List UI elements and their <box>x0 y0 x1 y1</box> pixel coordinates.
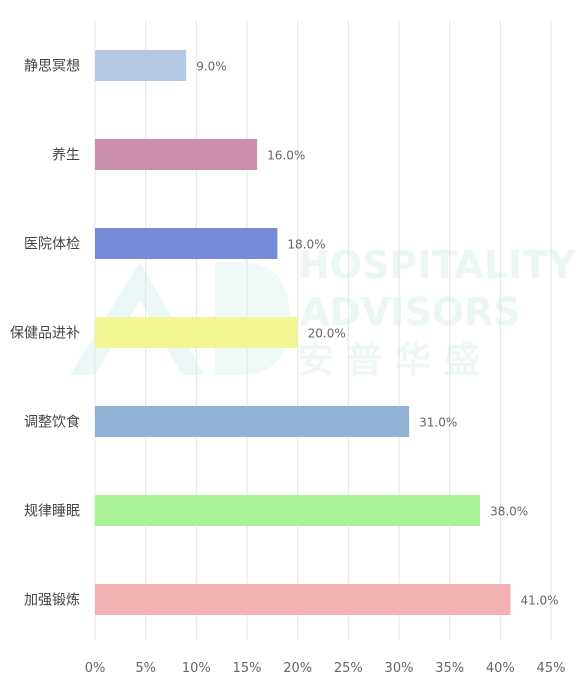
data-label: 9.0% <box>196 60 227 74</box>
x-axis-ticks: 0% 5% 10% 15% 20% 25% 30% 35% 40% 45% <box>85 661 566 676</box>
bar <box>95 228 278 259</box>
bar <box>95 584 511 615</box>
watermark-line1: HOSPITALITY <box>298 243 576 287</box>
category-label: 静思冥想 <box>24 59 80 75</box>
bar <box>95 317 298 348</box>
category-label: 养生 <box>52 148 80 164</box>
bar <box>95 50 187 81</box>
x-tick-label: 35% <box>435 661 464 676</box>
data-label: 38.0% <box>490 505 528 519</box>
x-tick-label: 15% <box>233 661 262 676</box>
watermark-line2: ADVISORS <box>300 290 521 334</box>
bars <box>95 50 511 615</box>
x-tick-label: 0% <box>85 661 106 676</box>
category-label: 加强锻炼 <box>24 593 80 609</box>
data-label: 31.0% <box>419 416 457 430</box>
x-tick-label: 5% <box>135 661 156 676</box>
x-tick-label: 10% <box>182 661 211 676</box>
category-label: 保健品进补 <box>10 326 80 342</box>
data-labels: 9.0% 16.0% 18.0% 20.0% 31.0% 38.0% 41.0% <box>196 60 558 608</box>
watermark-line3: 安 普 华 盛 <box>298 340 480 381</box>
x-tick-label: 45% <box>537 661 566 676</box>
data-label: 16.0% <box>267 149 305 163</box>
bar <box>95 495 481 526</box>
data-label: 18.0% <box>287 238 325 252</box>
x-tick-label: 30% <box>385 661 414 676</box>
x-tick-label: 40% <box>486 661 515 676</box>
bar <box>95 406 410 437</box>
data-label: 41.0% <box>520 594 558 608</box>
category-label: 规律睡眠 <box>24 504 80 520</box>
category-label: 调整饮食 <box>24 414 80 431</box>
x-tick-label: 25% <box>334 661 363 676</box>
bar <box>95 139 258 170</box>
x-tick-label: 20% <box>283 661 312 676</box>
category-label: 医院体检 <box>24 237 80 253</box>
data-label: 20.0% <box>308 327 346 341</box>
